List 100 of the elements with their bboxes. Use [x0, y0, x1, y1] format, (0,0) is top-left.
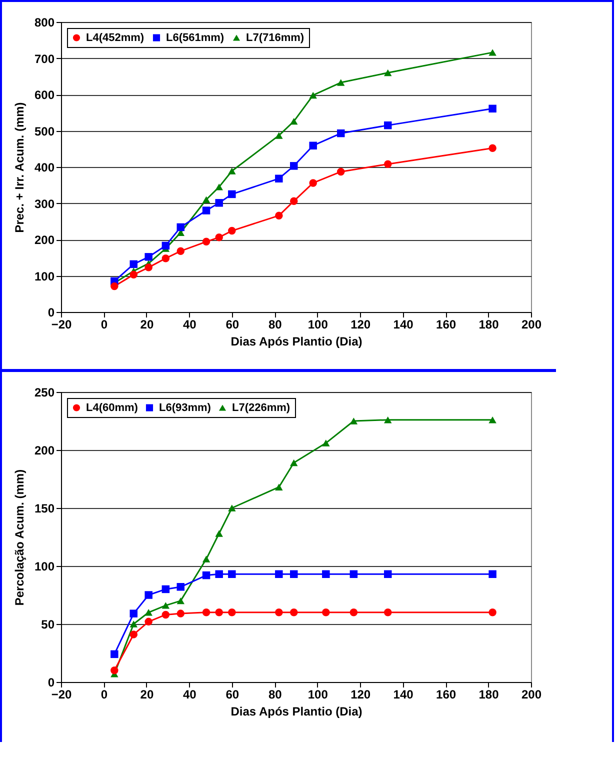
- point: [202, 571, 210, 580]
- x-tick-label: 20: [140, 318, 154, 332]
- y-tick-label: 400: [34, 160, 55, 174]
- point: [144, 253, 152, 261]
- point: [309, 142, 317, 150]
- point: [290, 162, 298, 170]
- y-tick-label: 250: [34, 386, 55, 400]
- point: [336, 79, 345, 86]
- point: [350, 608, 358, 616]
- point: [202, 556, 210, 562]
- point: [176, 583, 185, 591]
- point: [202, 206, 210, 214]
- point: [162, 602, 170, 609]
- y-tick-label: 600: [34, 88, 55, 102]
- point: [144, 591, 152, 599]
- x-tick-label: 60: [226, 318, 240, 332]
- point: [322, 608, 330, 616]
- point: [309, 92, 317, 99]
- point: [384, 608, 392, 616]
- point: [275, 212, 283, 220]
- point: [384, 69, 392, 76]
- point: [215, 608, 223, 616]
- point: [228, 570, 236, 578]
- y-tick-label: 100: [34, 560, 55, 574]
- point: [110, 666, 118, 674]
- y-tick-label: 0: [48, 676, 55, 690]
- x-tick-label: 200: [521, 318, 542, 332]
- point: [176, 247, 185, 255]
- point: [215, 233, 223, 242]
- point: [215, 184, 223, 190]
- point: [322, 440, 330, 446]
- x-tick-label: 180: [478, 318, 500, 332]
- point: [275, 174, 283, 182]
- point: [162, 610, 170, 619]
- point: [350, 418, 358, 424]
- x-tick-label: 0: [100, 688, 108, 702]
- y-tick-label: 800: [34, 16, 55, 30]
- y-tick-label: 500: [34, 124, 55, 138]
- y-tick-label: 300: [34, 196, 55, 211]
- x-tick-label: −20: [51, 318, 72, 332]
- point: [144, 618, 152, 626]
- y-tick-label: 100: [34, 269, 55, 284]
- y-tick-label: 50: [41, 618, 55, 632]
- point: [309, 179, 317, 187]
- point: [144, 264, 152, 272]
- x-tick-label: 60: [226, 688, 240, 702]
- point: [202, 238, 210, 246]
- x-tick-label: 180: [478, 688, 500, 702]
- point: [488, 608, 496, 616]
- point: [322, 570, 330, 578]
- point: [215, 570, 223, 578]
- point: [162, 242, 170, 250]
- x-tick-label: 140: [393, 318, 414, 332]
- point: [488, 49, 496, 56]
- point: [176, 610, 185, 618]
- x-tick-label: −20: [51, 688, 72, 702]
- point: [130, 260, 138, 268]
- point: [336, 129, 345, 138]
- point: [130, 630, 138, 638]
- point: [384, 570, 392, 578]
- point: [176, 223, 185, 232]
- point: [350, 570, 358, 578]
- point: [110, 282, 118, 290]
- y-axis-title: Prec. + Irr. Acum. (mm): [12, 102, 26, 233]
- x-tick-label: 140: [393, 688, 414, 702]
- x-axis-title: Dias Após Plantio (Dia): [230, 704, 362, 718]
- x-tick-label: 120: [350, 318, 371, 332]
- point: [176, 597, 185, 604]
- x-tick-label: 80: [268, 318, 282, 332]
- point: [275, 570, 283, 578]
- point: [130, 610, 138, 618]
- point: [384, 121, 392, 130]
- point: [215, 530, 223, 537]
- point: [275, 608, 283, 616]
- point: [162, 254, 170, 262]
- point: [488, 104, 496, 113]
- point: [130, 620, 138, 628]
- y-tick-label: 0: [48, 306, 55, 320]
- legend-label: L7(226mm): [232, 402, 290, 414]
- point: [228, 168, 236, 174]
- point: [228, 608, 236, 616]
- point: [275, 132, 283, 139]
- x-tick-label: 160: [436, 318, 456, 332]
- point: [336, 168, 345, 176]
- point: [290, 608, 298, 616]
- x-tick-label: 100: [308, 688, 328, 702]
- x-tick-label: 100: [308, 318, 328, 332]
- point: [488, 144, 496, 152]
- point: [384, 160, 392, 168]
- x-tick-label: 120: [350, 688, 371, 702]
- point: [130, 270, 138, 279]
- x-axis-title: Dias Após Plantio (Dia): [230, 334, 362, 348]
- point: [228, 504, 236, 512]
- x-tick-label: 40: [183, 318, 197, 332]
- y-tick-label: 700: [34, 52, 55, 66]
- legend-label: L6(561mm): [166, 32, 224, 44]
- point: [290, 118, 298, 125]
- point: [110, 650, 118, 658]
- y-tick-label: 200: [34, 444, 55, 458]
- x-tick-label: 0: [100, 318, 108, 332]
